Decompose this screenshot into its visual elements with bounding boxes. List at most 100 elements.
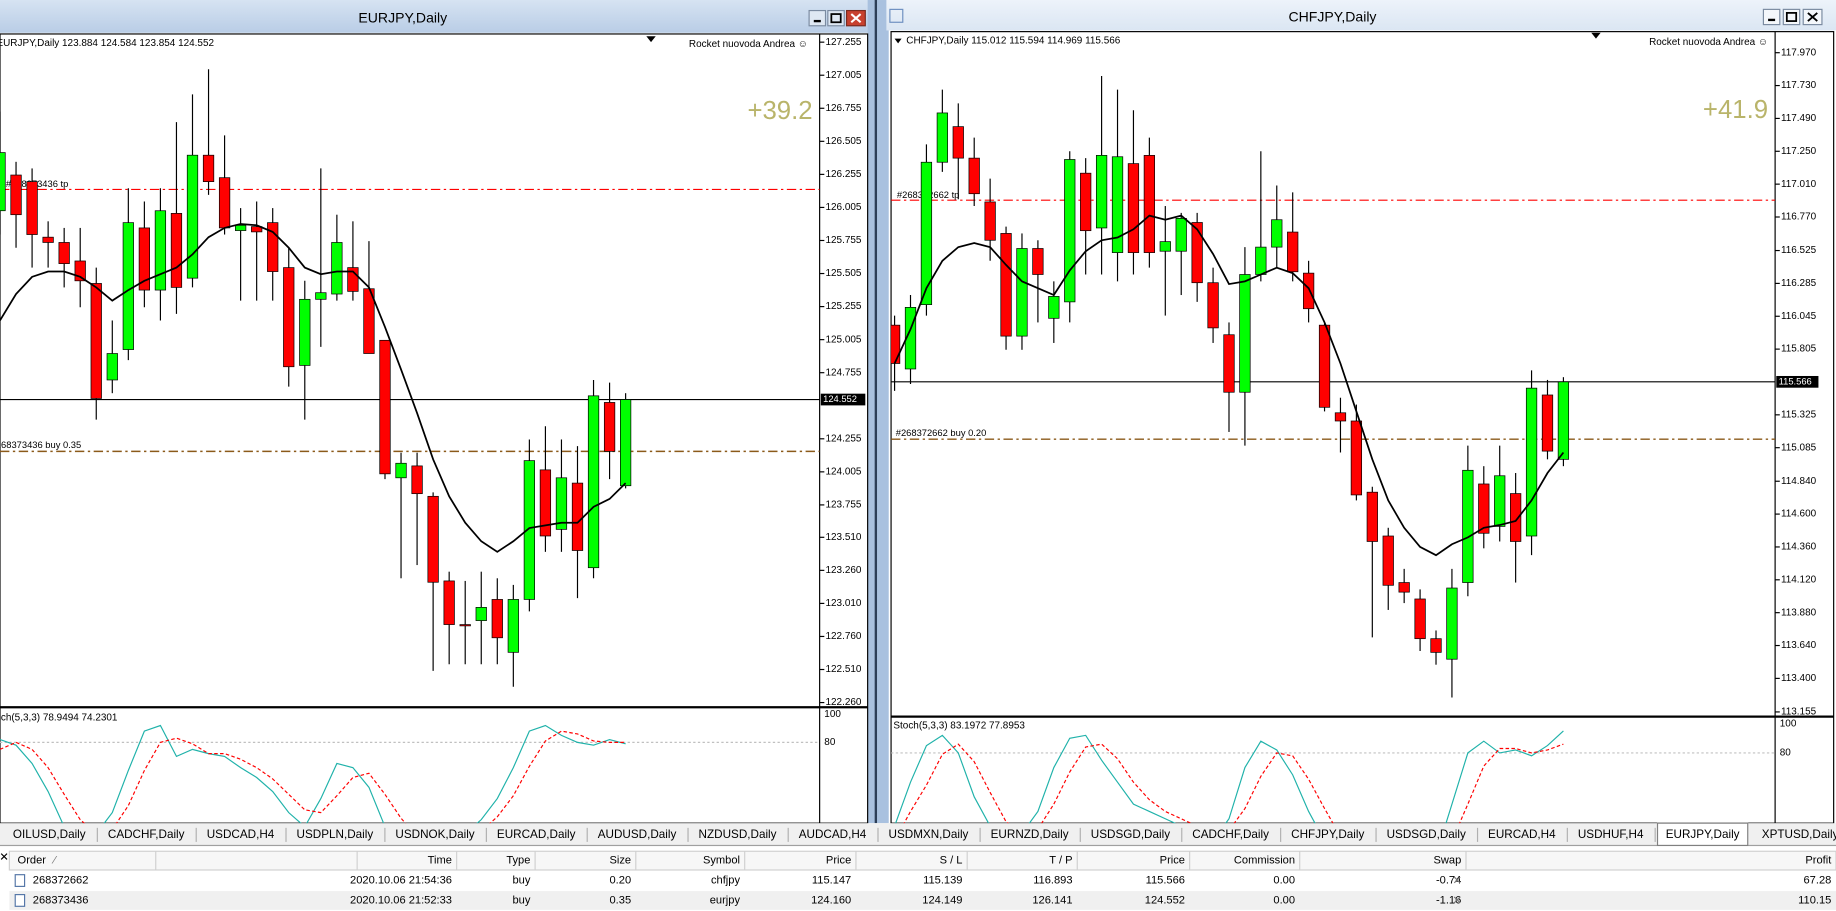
stoch-plot: Stoch(5,3,3) 83.1972 77.8953 <box>891 721 1776 824</box>
chart-frame <box>0 33 869 824</box>
column-header: T / P <box>1049 855 1072 867</box>
candle-body <box>539 469 552 537</box>
cell: 2020.10.06 21:52:33 <box>350 894 452 906</box>
cell: 124.149 <box>922 894 962 906</box>
column-header: S / L <box>940 855 963 867</box>
y-tick-label: 127.005 <box>825 70 861 81</box>
candle-body <box>475 607 487 621</box>
window-title: CHFJPY,Daily <box>1289 8 1377 24</box>
candle-body <box>26 181 38 235</box>
y-tick-label: 114.120 <box>1781 574 1817 585</box>
candle-body <box>235 224 247 231</box>
stoch-tick-label: 80 <box>824 737 836 748</box>
candle-body <box>1494 475 1506 527</box>
candle-body <box>1446 587 1458 660</box>
column-header: Type <box>506 855 530 867</box>
candle-body <box>1111 156 1124 253</box>
candle-body <box>571 482 584 551</box>
candle-body <box>1191 222 1203 284</box>
candle-body <box>395 462 407 479</box>
icon <box>1807 12 1818 22</box>
stoch-header: Stoch(5,3,3) 83.1972 77.8953 <box>893 721 1025 732</box>
shift-marker <box>646 36 656 43</box>
cell: 2020.10.06 21:54:36 <box>350 874 452 886</box>
tab-label[interactable]: USDSGD,Daily <box>1091 828 1170 841</box>
tab-label[interactable]: USDPLN,Daily <box>297 828 374 841</box>
candle-body <box>1287 231 1299 273</box>
column-header: Price <box>826 855 851 867</box>
candle-body <box>42 236 54 243</box>
y-tick-label: 117.730 <box>1781 80 1817 91</box>
tab-label[interactable]: EURJPY,Daily <box>1666 828 1740 841</box>
tab-label[interactable]: USDMXN,Daily <box>889 828 969 841</box>
candle-body <box>299 298 311 366</box>
stoch-header: Stoch(5,3,3) 78.9494 74.2301 <box>0 712 118 723</box>
candle-body <box>1207 282 1219 329</box>
tab-label[interactable]: AUDCAD,H4 <box>799 828 867 841</box>
icon <box>830 13 842 24</box>
candle-body <box>74 260 86 282</box>
candle-body <box>315 292 327 300</box>
tab-label[interactable]: XPTUSD,Daily <box>1762 828 1836 841</box>
candle-body <box>1382 535 1394 586</box>
price-box-label: 124.552 <box>823 394 857 404</box>
tab-label[interactable]: USDHUF,H4 <box>1578 828 1644 841</box>
tab-label[interactable]: AUDUSD,Daily <box>598 828 677 841</box>
candle-body <box>1143 155 1155 253</box>
y-tick-label: 114.600 <box>1781 509 1817 520</box>
candle-body <box>920 161 933 305</box>
candle-body <box>952 126 964 159</box>
minimize-button[interactable] <box>1762 8 1781 26</box>
close-position[interactable] <box>1453 896 1461 904</box>
tab-label[interactable]: USDSGD,Daily <box>1387 828 1466 841</box>
y-tick-label: 117.970 <box>1781 47 1817 58</box>
candle-body <box>968 157 980 195</box>
menu-marker <box>894 38 902 44</box>
candle-body <box>1525 387 1538 537</box>
candle-body <box>1414 598 1426 640</box>
tab-label[interactable]: OILUSD,Daily <box>13 828 86 841</box>
tab-label[interactable]: USDCAD,H4 <box>207 828 275 841</box>
candle-body <box>1000 233 1012 337</box>
stoch-tick-label: 100 <box>824 709 841 720</box>
y-tick-label: 126.005 <box>825 202 861 213</box>
candle-body <box>459 624 471 627</box>
close-position[interactable] <box>1453 876 1461 884</box>
stoch-tick-label: 80 <box>1780 748 1792 759</box>
tab-label[interactable]: EURCAD,H4 <box>1488 828 1556 841</box>
window-buttons[interactable] <box>808 8 1823 27</box>
cell: 124.552 <box>1145 894 1185 906</box>
tab-label[interactable]: CADCHF,Daily <box>108 828 185 841</box>
candle-body <box>427 495 439 583</box>
tab-label[interactable]: CADCHF,Daily <box>1192 828 1269 841</box>
tab-label[interactable]: USDNOK,Daily <box>395 828 474 841</box>
candle-body <box>154 210 167 291</box>
column-header: Swap <box>1434 855 1462 867</box>
active-tab[interactable] <box>1656 822 1749 847</box>
candle-body <box>90 283 102 399</box>
maximize-button[interactable] <box>827 9 845 27</box>
candle-body <box>1239 274 1251 393</box>
content: #268373436 tp#268373436 buy 0.35 Stoch(5,… <box>0 36 1836 907</box>
minimize-button[interactable] <box>808 9 827 27</box>
cell: 110.15 <box>1798 894 1831 906</box>
tab-label[interactable]: EURNZD,Daily <box>991 828 1069 841</box>
tab-label[interactable]: NZDUSD,Daily <box>699 828 777 841</box>
candle-body <box>186 154 199 279</box>
cell: 115.147 <box>812 874 851 886</box>
shift-marker <box>1591 32 1601 39</box>
maximize-button[interactable] <box>1782 8 1801 26</box>
candle-body <box>587 395 600 569</box>
cell: buy <box>513 894 531 906</box>
terminal-close[interactable] <box>0 853 8 860</box>
icon <box>1785 12 1798 22</box>
price-box-label: 115.566 <box>1779 376 1812 386</box>
tab-label[interactable]: CHFJPY,Daily <box>1291 828 1364 841</box>
column-header: Time <box>428 855 452 867</box>
tab-bar <box>0 823 1836 847</box>
tab-label[interactable]: EURCAD,Daily <box>497 828 576 841</box>
expert-label: Rocket nuovoda Andrea ☺ <box>1649 37 1768 48</box>
cell: 115.139 <box>923 874 962 886</box>
y-tick-label: 122.510 <box>825 664 861 675</box>
candle-body <box>1080 172 1092 232</box>
